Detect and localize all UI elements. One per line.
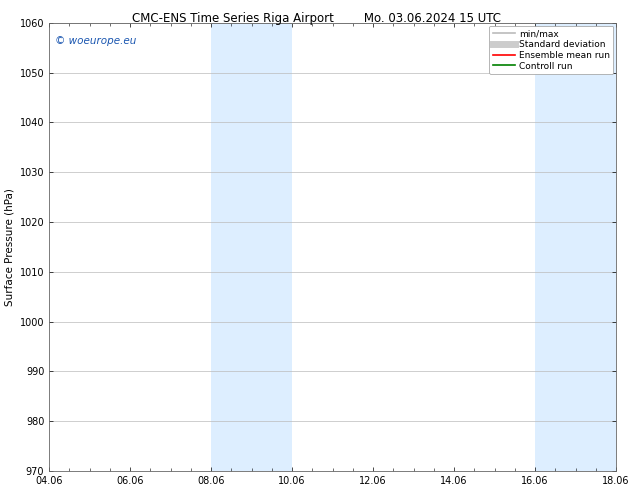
Bar: [211, 23, 292, 471]
Text: © woeurope.eu: © woeurope.eu: [55, 36, 136, 47]
Text: CMC-ENS Time Series Riga Airport        Mo. 03.06.2024 15 UTC: CMC-ENS Time Series Riga Airport Mo. 03.…: [133, 12, 501, 25]
Y-axis label: Surface Pressure (hPa): Surface Pressure (hPa): [4, 188, 14, 306]
Legend: min/max, Standard deviation, Ensemble mean run, Controll run: min/max, Standard deviation, Ensemble me…: [489, 25, 613, 74]
Bar: [535, 23, 616, 471]
